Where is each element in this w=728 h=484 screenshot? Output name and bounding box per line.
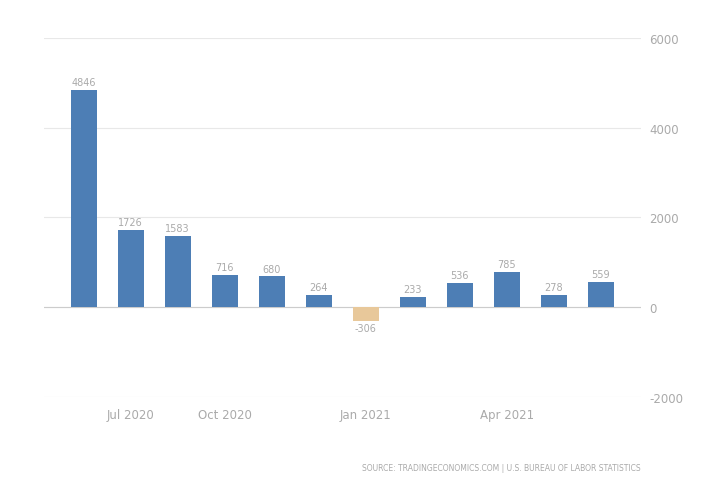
Bar (400, 297, 426, 307)
Bar (258, 277, 285, 307)
Text: 4846: 4846 (71, 78, 96, 88)
Bar (353, 307, 379, 321)
Bar (306, 296, 331, 307)
Text: SOURCE: TRADINGECONOMICS.COM | U.S. BUREAU OF LABOR STATISTICS: SOURCE: TRADINGECONOMICS.COM | U.S. BURE… (362, 463, 641, 472)
Text: 559: 559 (591, 270, 610, 280)
Text: 785: 785 (497, 259, 516, 270)
Text: 1726: 1726 (119, 217, 143, 227)
Bar (541, 295, 566, 307)
Text: 536: 536 (451, 271, 469, 281)
Bar (494, 272, 520, 307)
Text: 716: 716 (215, 263, 234, 272)
Text: 680: 680 (263, 264, 281, 274)
Bar (71, 91, 97, 307)
Text: 233: 233 (403, 284, 422, 294)
Bar (447, 283, 472, 307)
Bar (118, 230, 143, 307)
Text: 264: 264 (309, 283, 328, 293)
Text: 1583: 1583 (165, 224, 190, 234)
Text: 278: 278 (545, 282, 563, 292)
Bar (165, 237, 191, 307)
Text: -306: -306 (355, 324, 376, 333)
Bar (212, 275, 237, 307)
Bar (587, 282, 614, 307)
